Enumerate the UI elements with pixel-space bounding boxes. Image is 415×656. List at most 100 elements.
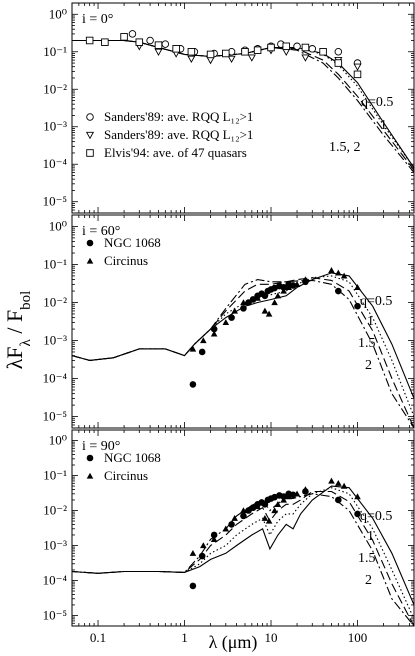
legend-entry: Sanders'89: ave. RQQ L₁₂>1 <box>104 109 253 124</box>
y-tick-label: 10⁰ <box>49 6 67 21</box>
data-point <box>231 514 238 521</box>
x-tick-label: 10 <box>265 630 278 645</box>
data-point <box>354 510 361 518</box>
legend-entry: Elvis'94: ave. of 47 quasars <box>104 145 247 160</box>
data-point <box>335 287 342 295</box>
y-tick-label: 10⁻⁴ <box>43 156 68 171</box>
inclination-label: i = 0° <box>82 12 113 27</box>
q-label: q=0.5 <box>360 294 392 309</box>
data-point <box>240 299 247 306</box>
y-tick-label: 10⁻⁵ <box>43 194 67 209</box>
y-axis-label: λFλ / Fbol <box>2 291 34 370</box>
plot-frame <box>71 429 415 627</box>
data-point <box>222 49 230 58</box>
data-point <box>86 454 94 462</box>
x-tick-label: 1 <box>181 630 188 645</box>
observations <box>85 30 362 79</box>
data-point <box>254 294 261 301</box>
data-point <box>154 48 163 56</box>
observations <box>189 267 361 388</box>
data-point <box>308 45 317 53</box>
data-point <box>146 36 154 45</box>
y-tick-label: 10⁻² <box>43 81 67 96</box>
data-point <box>285 493 292 500</box>
data-point <box>340 272 348 279</box>
data-point <box>228 314 235 321</box>
q-label: q=0.5 <box>360 509 392 524</box>
data-point <box>265 517 273 524</box>
data-point <box>187 48 196 56</box>
q-label: 2 <box>365 358 372 373</box>
panels: 10⁰ 10⁻¹ 10⁻² 10⁻³ 10⁻⁴ 10⁻⁵ i = 0° Sanders'89:… <box>43 2 415 645</box>
data-point <box>328 267 335 273</box>
data-point <box>253 46 262 54</box>
data-point <box>227 55 236 64</box>
data-point <box>200 542 207 549</box>
y-tick-label: 10⁻¹ <box>43 468 67 483</box>
y-tick-label: 10⁻² <box>43 294 67 309</box>
q-label: 1.5 <box>358 551 376 566</box>
y-tick-label: 10⁻⁵ <box>43 409 67 424</box>
data-point <box>210 330 218 337</box>
data-point <box>200 337 207 344</box>
data-point <box>189 582 197 590</box>
y-tick-label: 10⁰ <box>49 433 67 448</box>
data-point <box>261 307 269 314</box>
series-line <box>72 490 414 626</box>
series-line <box>72 487 414 620</box>
inclination-label: i = 90° <box>82 439 120 454</box>
y-tick-label: 10⁰ <box>49 218 67 233</box>
data-point <box>301 43 310 52</box>
data-point <box>319 48 327 56</box>
data-point <box>353 70 362 79</box>
data-point <box>289 491 297 499</box>
data-point <box>210 325 218 333</box>
data-point <box>274 292 282 299</box>
data-point <box>340 482 348 489</box>
data-point <box>280 493 287 500</box>
data-point <box>280 287 287 294</box>
data-point <box>247 54 256 62</box>
data-point <box>261 292 269 300</box>
data-point <box>271 507 278 514</box>
data-point <box>101 38 109 46</box>
data-point <box>120 33 128 41</box>
data-point <box>161 40 170 48</box>
legend-entry: Circinus <box>104 253 148 268</box>
data-point <box>328 477 335 484</box>
legend-entry: NGC 1068 <box>104 450 161 465</box>
data-point <box>335 269 342 276</box>
data-point <box>293 42 301 51</box>
data-point <box>261 514 269 521</box>
data-point <box>334 59 343 67</box>
data-point <box>282 42 290 51</box>
panel-2: 10⁰ 10⁻¹ 10⁻² 10⁻³ 10⁻⁴ 10⁻⁵ i = 60°NGC 1068 Ci… <box>43 214 415 429</box>
q-label: 1 <box>380 118 387 133</box>
data-point <box>302 276 309 283</box>
q-label: 1 <box>367 314 374 329</box>
data-point <box>353 63 362 71</box>
data-point <box>86 472 94 479</box>
data-point <box>271 299 278 306</box>
data-point <box>206 50 215 59</box>
data-point <box>335 496 342 504</box>
panel-3: 10⁰ 10⁻¹ 10⁻² 10⁻³ 10⁻⁴ 10⁻⁵ 0.1 1 10 100 i = 90°N… <box>43 429 415 645</box>
q-label: 1.5, 2 <box>329 140 361 155</box>
data-point <box>240 305 247 312</box>
y-tick-label: 10⁻² <box>43 503 67 518</box>
data-point <box>154 41 163 49</box>
data-point <box>85 36 94 45</box>
data-point <box>231 307 238 314</box>
data-point <box>135 38 144 46</box>
data-point <box>240 507 247 514</box>
data-point <box>189 381 197 388</box>
data-point <box>289 282 297 289</box>
data-point <box>354 493 361 500</box>
legend-entry: Sanders'89: ave. RQQ L₁₂>1 <box>104 127 253 142</box>
data-point <box>86 239 94 247</box>
data-point <box>354 302 361 310</box>
data-point <box>86 257 94 264</box>
data-point <box>293 281 301 287</box>
data-point <box>206 56 215 65</box>
